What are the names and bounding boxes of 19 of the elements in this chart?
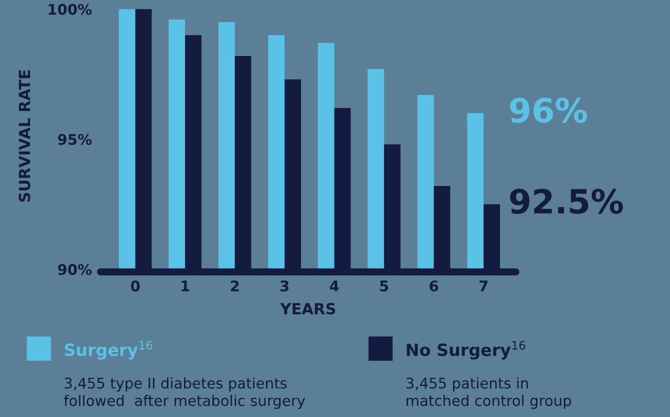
x-tick-label: 5 (380, 280, 388, 292)
annotation: 92.5% (510, 188, 623, 214)
y-tick-label: 90% (58, 264, 92, 276)
x-tick-label: 7 (479, 280, 488, 292)
text: 3,455 patients in matched control group (406, 377, 572, 409)
x-axis-title: YEARS (280, 302, 336, 314)
x-tick-label: 3 (280, 280, 288, 292)
x-tick-label: 4 (330, 280, 339, 292)
annotation: 96% (510, 98, 588, 123)
y-tick-label: 95% (58, 134, 92, 145)
legend-label: Surgery$^{16}$ (64, 340, 152, 360)
x-tick-label: 0 (130, 280, 140, 292)
y-tick-label: 100% (48, 4, 92, 15)
legend-label: No Surgery$^{16}$ (406, 340, 526, 360)
y-axis-title: SURVIVAL RATE (18, 70, 30, 202)
text: 3,455 type II diabetes patients followed after metabolic surgery (64, 377, 306, 409)
x-tick-label: 2 (230, 280, 239, 292)
x-tick-label: 6 (430, 280, 438, 292)
x-tick-label: 1 (182, 280, 190, 292)
